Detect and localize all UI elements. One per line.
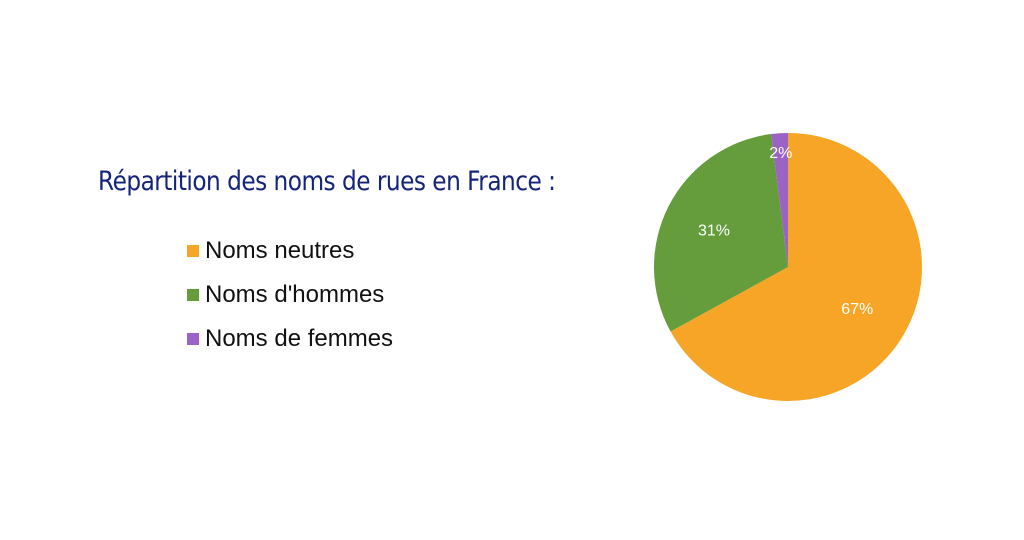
legend: Noms neutres Noms d'hommes Noms de femme… (187, 229, 393, 361)
chart-title: Répartition des noms de rues en France : (98, 166, 556, 197)
slice-percent-label: 2% (769, 145, 792, 162)
legend-swatch-women (187, 333, 199, 345)
legend-label: Noms d'hommes (205, 281, 385, 308)
legend-label: Noms neutres (205, 237, 355, 264)
pie-slice (670, 133, 922, 401)
pie-slice (654, 134, 788, 332)
pie-labels: 67% 31% 2% (698, 145, 873, 318)
pie-chart: 67% 31% 2% (654, 133, 922, 401)
legend-swatch-men (187, 289, 199, 301)
legend-label: Noms de femmes (205, 325, 394, 352)
legend-item-men: Noms d'hommes (187, 273, 393, 317)
slice-percent-label: 67% (841, 301, 873, 318)
legend-item-women: Noms de femmes (187, 317, 393, 361)
pie-slices (654, 133, 922, 401)
slice-percent-label: 31% (698, 222, 730, 239)
legend-swatch-neutral (187, 245, 199, 257)
pie-slice (771, 133, 788, 267)
legend-item-neutral: Noms neutres (187, 229, 393, 273)
